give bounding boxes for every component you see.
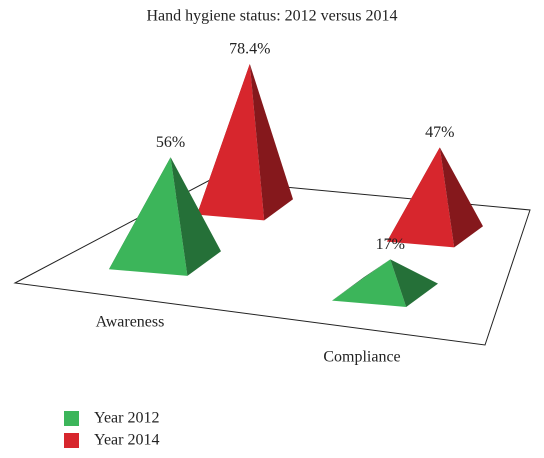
category-label: Awareness (96, 314, 165, 331)
value-label: 78.4% (229, 41, 270, 58)
chart-title: Hand hygiene status: 2012 versus 2014 (146, 8, 397, 25)
pyramid-side-face (249, 63, 293, 221)
value-label: 17% (376, 236, 405, 253)
value-label: 47% (425, 124, 454, 141)
category-label: Compliance (323, 349, 400, 366)
pyramid-side-face (170, 157, 221, 276)
pyramid-side-face (439, 147, 483, 248)
pyramid-front-face (197, 63, 265, 221)
pyramid-front-face (109, 157, 188, 276)
value-label: 56% (156, 134, 185, 151)
pyramid-front-face (387, 147, 455, 248)
legend-label: Year 2014 (94, 432, 159, 449)
legend-swatch (64, 433, 79, 448)
pyramid-front-face (332, 259, 407, 307)
pyramid-side-face (390, 259, 438, 307)
legend-label: Year 2012 (94, 410, 159, 427)
legend-swatch (64, 411, 79, 426)
